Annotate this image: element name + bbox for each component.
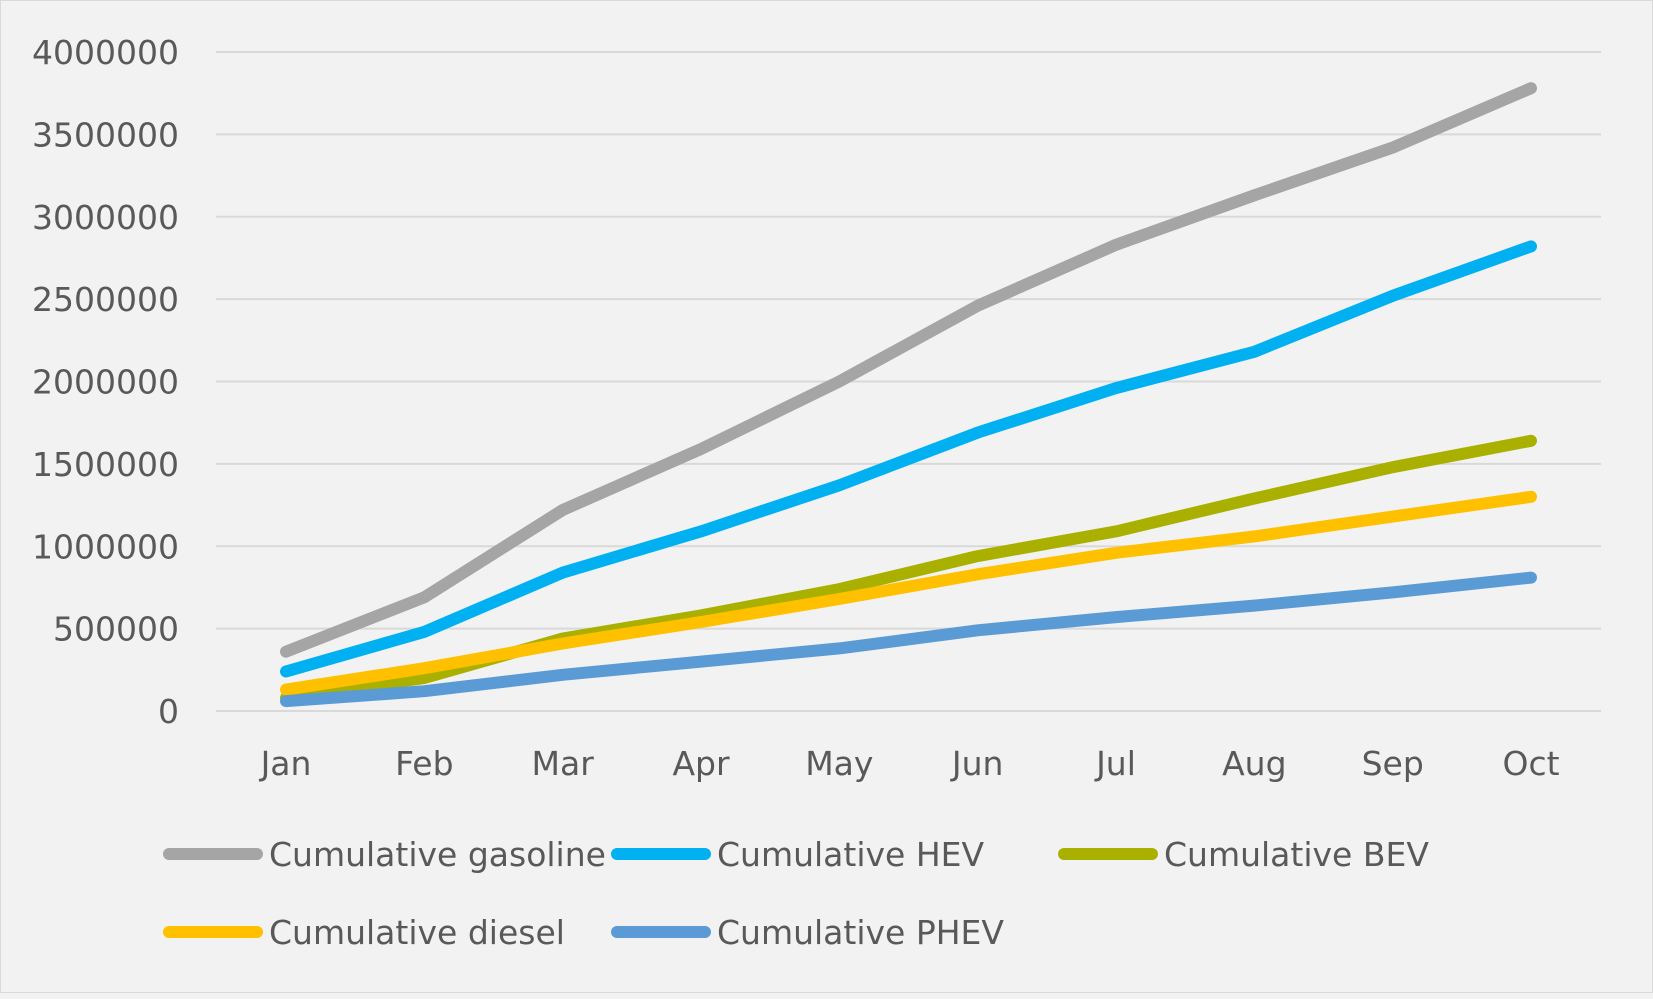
y-tick-label: 3000000 bbox=[32, 198, 179, 237]
x-tick-label: Jul bbox=[1094, 744, 1136, 783]
legend-item: Cumulative BEV bbox=[1058, 835, 1429, 874]
y-tick-label: 2000000 bbox=[32, 363, 179, 402]
x-tick-label: Oct bbox=[1502, 744, 1559, 783]
x-tick-label: Apr bbox=[672, 744, 730, 783]
x-tick-label: Sep bbox=[1362, 744, 1424, 783]
y-tick-label: 2500000 bbox=[32, 280, 179, 319]
x-tick-label: Jun bbox=[950, 744, 1004, 783]
legend-label: Cumulative diesel bbox=[269, 913, 565, 952]
legend-item: Cumulative diesel bbox=[163, 913, 565, 952]
legend-label: Cumulative PHEV bbox=[717, 913, 1004, 952]
x-tick-label: May bbox=[805, 744, 873, 783]
series-line-cumulative-diesel bbox=[280, 490, 1537, 696]
x-tick-label: Mar bbox=[532, 744, 595, 783]
legend: Cumulative gasoline Cumulative HEV Cumulat… bbox=[163, 835, 1429, 952]
legend-label: Cumulative HEV bbox=[717, 835, 985, 874]
y-tick-label: 0 bbox=[158, 692, 179, 731]
x-tick-label: Aug bbox=[1222, 744, 1286, 783]
x-tick-label: Feb bbox=[395, 744, 453, 783]
y-tick-label: 1000000 bbox=[32, 527, 179, 566]
x-tick-label: Jan bbox=[259, 744, 312, 783]
y-tick-label: 4000000 bbox=[32, 33, 179, 72]
series-line-cumulative-hev bbox=[280, 240, 1537, 678]
series-line-cumulative-gasoline bbox=[280, 82, 1537, 658]
y-tick-label: 500000 bbox=[53, 610, 179, 649]
y-tick-label: 1500000 bbox=[32, 445, 179, 484]
series-lines bbox=[280, 82, 1537, 708]
legend-label: Cumulative gasoline bbox=[269, 835, 606, 874]
series-line-cumulative-phev bbox=[280, 571, 1537, 708]
y-axis-tick-labels: 0 500000 1000000 1500000 2000000 2500000 30000… bbox=[32, 33, 179, 731]
legend-item: Cumulative gasoline bbox=[163, 835, 606, 874]
y-tick-label: 3500000 bbox=[32, 115, 179, 154]
x-axis-tick-labels: Jan Feb Mar Apr May Jun Jul Aug Sep Oct bbox=[259, 744, 1560, 783]
legend-item: Cumulative PHEV bbox=[611, 913, 1004, 952]
legend-label: Cumulative BEV bbox=[1164, 835, 1429, 874]
legend-item: Cumulative HEV bbox=[611, 835, 985, 874]
